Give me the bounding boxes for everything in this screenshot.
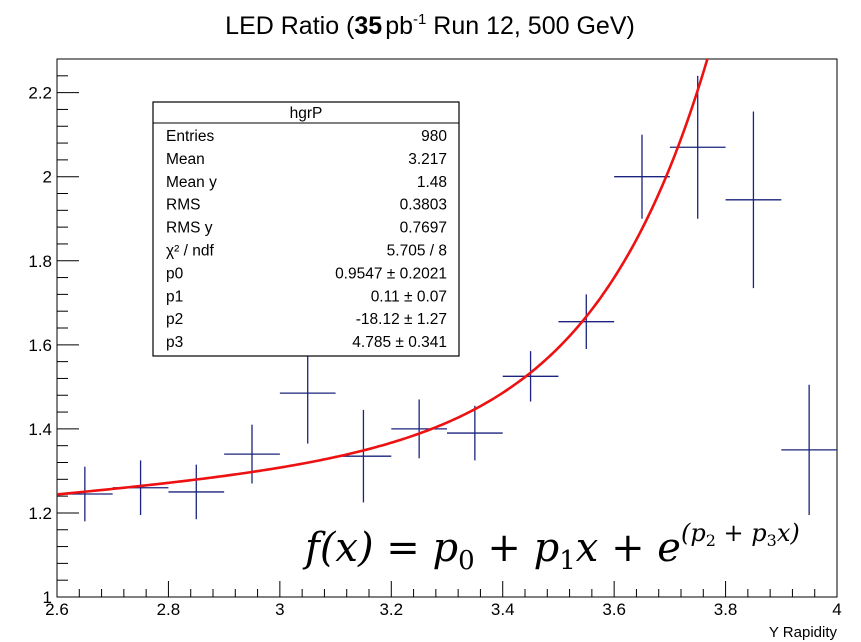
- data-point: [558, 294, 615, 350]
- x-tick-label: 3.4: [491, 600, 515, 619]
- stats-row-label: Entries: [166, 128, 214, 145]
- stats-row-value: 4.785 ± 0.341: [352, 334, 447, 351]
- x-axis-label: Y Rapidity: [769, 624, 838, 641]
- formula-x-open: (x) = p: [320, 525, 458, 571]
- stats-row-value: -18.12 ± 1.27: [356, 311, 447, 328]
- stats-row-value: 0.11 ± 0.07: [371, 288, 447, 305]
- x-tick-label: 3.8: [714, 600, 738, 619]
- data-point: [391, 399, 447, 459]
- stats-row-label: p1: [166, 288, 183, 305]
- y-tick-label: 1.6: [28, 336, 52, 355]
- x-tick-labels: 2.6 2.8 3 3.2 3.4 3.6 3.8 4: [45, 600, 842, 619]
- x-tick-label: 3.6: [602, 600, 626, 619]
- chart-title-lumi: 35: [354, 12, 382, 40]
- formula-xe: x + e: [576, 525, 681, 571]
- formula-esub3: 3: [767, 531, 777, 550]
- stats-row-label: χ² / ndf: [166, 243, 214, 260]
- stats-box-name: hgrP: [290, 105, 323, 122]
- axis-ticks: [56, 58, 838, 598]
- stats-row-value: 980: [421, 128, 447, 145]
- y-tick-labels: 1 1.2 1.4 1.6 1.8 2 2.2: [28, 84, 52, 607]
- stats-row-label: Mean: [166, 151, 205, 168]
- x-tick-label: 3: [275, 600, 284, 619]
- stats-row-value: 0.7697: [400, 220, 447, 237]
- y-tick-label: 2.2: [28, 84, 52, 103]
- data-point: [781, 384, 837, 516]
- data-point: [725, 111, 782, 289]
- formula-esub2: 2: [706, 531, 716, 550]
- stats-row-value: 3.217: [408, 151, 447, 168]
- formula-exp-open: (p: [681, 519, 706, 547]
- stats-row-value: 5.705 / 8: [387, 243, 447, 260]
- formula-plus1: + p: [475, 525, 560, 571]
- stats-row-label: p2: [166, 311, 183, 328]
- data-point: [279, 342, 336, 444]
- stats-box-frame: [152, 101, 460, 357]
- chart-title-suffix: Run 12, 500 GeV): [426, 12, 634, 40]
- data-point: [614, 134, 670, 219]
- stats-row-value: 1.48: [417, 174, 447, 191]
- y-tick-label: 1: [43, 588, 52, 607]
- stats-row-label: p3: [166, 334, 183, 351]
- data-point: [224, 424, 280, 484]
- stats-row-label: Mean y: [166, 174, 217, 191]
- y-tick-label: 1.8: [28, 252, 52, 271]
- x-tick-label: 2.8: [157, 600, 181, 619]
- y-tick-label: 1.4: [28, 420, 52, 439]
- stats-row-value: 0.3803: [400, 197, 447, 214]
- formula-sub1: 1: [559, 546, 576, 576]
- y-tick-label: 2: [43, 168, 52, 187]
- data-point: [168, 464, 225, 520]
- formula-exp-close: x): [777, 519, 800, 547]
- chart-title-unit: pb: [385, 12, 413, 40]
- stats-rows: Entries 980 Mean 3.217 Mean y 1.48 RMS 0.3803 RM…: [166, 128, 447, 351]
- data-point: [447, 405, 503, 461]
- data-points: [57, 75, 837, 522]
- chart-title-prefix: LED Ratio (: [225, 12, 355, 40]
- x-tick-label: 3.2: [379, 600, 403, 619]
- stats-box: hgrP Entries 980 Mean 3.217 Mean y 1.48 RMS 0.3…: [152, 101, 460, 357]
- chart-title: LED Ratio (35 pb-1 Run 12, 500 GeV): [225, 11, 635, 40]
- chart-title-sup: -1: [413, 11, 426, 28]
- fit-formula: f(x) = p0 + p1x + e(p2 + p3x): [302, 519, 800, 576]
- data-point: [502, 351, 559, 402]
- formula-sub0: 0: [458, 546, 475, 576]
- fit-curve: [57, 59, 709, 496]
- formula-exp-mid: + p: [716, 519, 767, 547]
- y-tick-label: 1.2: [28, 504, 52, 523]
- stats-row-label: RMS y: [166, 220, 213, 237]
- stats-row-label: RMS: [166, 197, 200, 214]
- stats-row-value: 0.9547 ± 0.2021: [335, 265, 447, 282]
- x-tick-label: 4: [832, 600, 841, 619]
- stats-row-label: p0: [166, 265, 184, 282]
- x-tick-label: 2.6: [45, 600, 69, 619]
